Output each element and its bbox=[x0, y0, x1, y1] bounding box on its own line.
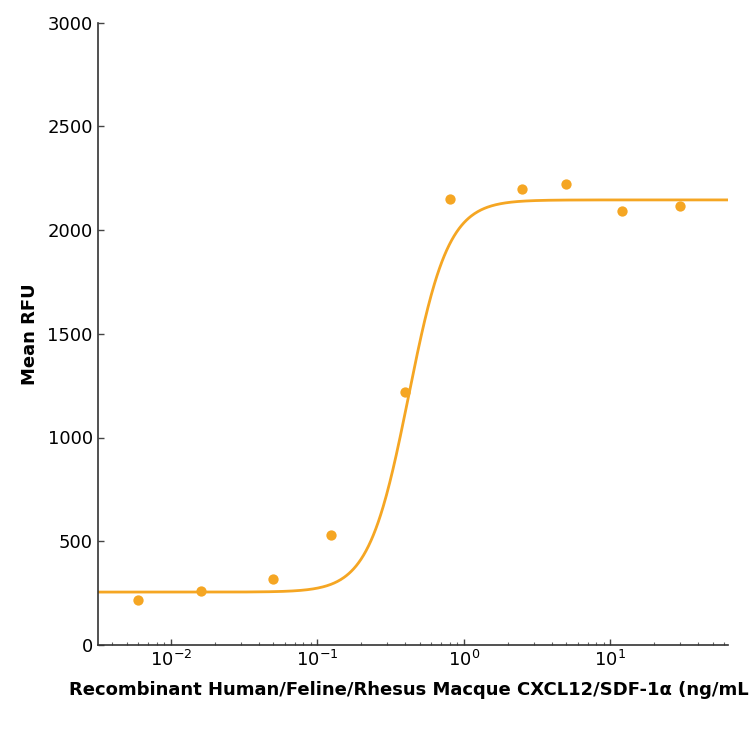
Point bbox=[132, 595, 144, 607]
Point bbox=[560, 178, 572, 190]
Y-axis label: Mean RFU: Mean RFU bbox=[21, 283, 39, 385]
Point bbox=[516, 182, 528, 194]
Point bbox=[674, 200, 686, 212]
Point bbox=[267, 572, 279, 584]
Point bbox=[616, 206, 628, 218]
Point bbox=[326, 529, 338, 541]
X-axis label: Recombinant Human/Feline/Rhesus Macque CXCL12/SDF-1α (ng/mL): Recombinant Human/Feline/Rhesus Macque C… bbox=[68, 681, 750, 699]
Point bbox=[443, 193, 455, 205]
Point bbox=[400, 386, 412, 398]
Point bbox=[195, 585, 207, 597]
